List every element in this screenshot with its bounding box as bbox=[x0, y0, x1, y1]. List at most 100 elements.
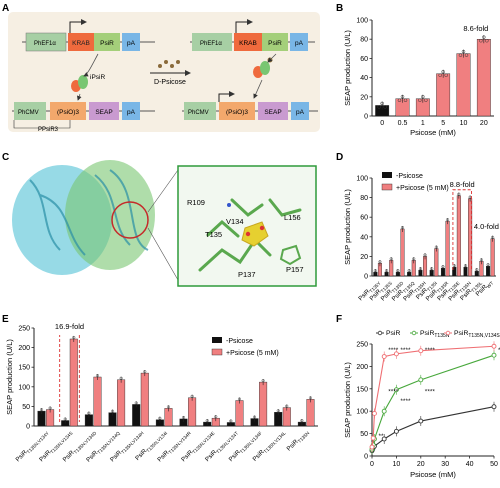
replicate-point bbox=[452, 264, 456, 268]
data-point bbox=[381, 408, 387, 414]
significance-stars: **** bbox=[388, 347, 399, 354]
residue-t135: T135 bbox=[205, 230, 222, 239]
x-tick-label: 10 bbox=[393, 461, 401, 468]
x-axis-label: Psicose (mM) bbox=[410, 470, 456, 479]
residue-r109: R109 bbox=[187, 198, 205, 207]
y-tick-label: 200 bbox=[356, 364, 368, 371]
bar bbox=[490, 238, 495, 277]
residue-v134: V134 bbox=[226, 217, 244, 226]
bar bbox=[436, 73, 451, 117]
psir-label: PsiR bbox=[268, 40, 282, 47]
replicate-point bbox=[48, 406, 52, 410]
replicate-point bbox=[383, 105, 387, 109]
y-axis-label: SEAP production (U/L) bbox=[343, 189, 352, 265]
y-tick-label: 20 bbox=[360, 254, 368, 261]
y-tick-label: 250 bbox=[18, 326, 30, 333]
bar bbox=[117, 379, 126, 427]
replicate-point bbox=[229, 419, 233, 423]
construct-repressor-left: PhEF1α KRAB PsiR pA bbox=[22, 19, 155, 52]
panel-label-f: F bbox=[336, 314, 342, 325]
replicate-point bbox=[87, 411, 91, 415]
ipsir-protein-right bbox=[253, 53, 277, 99]
y-tick-label: 80 bbox=[360, 195, 368, 202]
protein-ribbon-overview bbox=[12, 160, 179, 281]
y-tick-label: 100 bbox=[356, 409, 368, 416]
promoter-hcmv-label: PhCMV bbox=[18, 110, 39, 116]
panel-e-chart: E 0 50 100 150 200 250 SEAP production (U/L) Ps… bbox=[2, 314, 318, 464]
y-tick-label: 150 bbox=[356, 386, 368, 393]
data-point bbox=[491, 352, 497, 358]
x-tick-label: 0 bbox=[370, 461, 374, 468]
replicate-point bbox=[407, 269, 411, 273]
y-axis-label: SEAP production (U/L) bbox=[343, 362, 352, 438]
panel-label-d: D bbox=[336, 152, 343, 163]
y-tick-label: 20 bbox=[360, 94, 368, 101]
data-point bbox=[381, 354, 387, 359]
y-tick-label: 60 bbox=[360, 56, 368, 63]
replicate-point bbox=[396, 269, 400, 273]
replicate-point bbox=[300, 419, 304, 423]
d-psicose-molecules: D-Psicose bbox=[150, 60, 191, 86]
residue-p137: P137 bbox=[238, 270, 256, 279]
y-tick-label: 50 bbox=[360, 431, 368, 438]
replicate-point bbox=[111, 409, 115, 413]
significance-stars: **** bbox=[425, 347, 436, 354]
x-tick-label: 50 bbox=[490, 461, 498, 468]
binding-site-circle bbox=[111, 201, 149, 239]
panel-f-chart: F 0 50 100 150 200 250 SEAP production (U/L) 0 1… bbox=[336, 314, 500, 479]
x-tick-label: 20 bbox=[480, 120, 488, 127]
construct-repressor-right: PhEF1α KRAB PsiR pA bbox=[190, 19, 315, 51]
x-tick-label: 40 bbox=[466, 461, 474, 468]
replicate-point bbox=[441, 265, 445, 269]
seap-label: SEAP bbox=[264, 109, 281, 116]
bar bbox=[235, 400, 244, 427]
replicate-point bbox=[134, 401, 138, 405]
replicate-point bbox=[214, 415, 218, 419]
data-point bbox=[393, 387, 399, 393]
x-tick-label: 0.5 bbox=[398, 120, 408, 127]
replicate-point bbox=[400, 225, 404, 229]
replicate-point bbox=[276, 409, 280, 413]
bar bbox=[456, 53, 471, 117]
data-point bbox=[418, 348, 424, 354]
replicate-point bbox=[308, 396, 312, 400]
x-tick-label: 0 bbox=[380, 120, 384, 127]
psio3-label: (PsiO)3 bbox=[226, 109, 248, 116]
panel-label-a: A bbox=[2, 3, 9, 14]
bar bbox=[445, 220, 450, 277]
panel-label-b: B bbox=[336, 3, 343, 14]
significance-stars: **** bbox=[388, 388, 399, 395]
legend-marker bbox=[445, 330, 451, 336]
y-tick-label: 100 bbox=[18, 384, 30, 391]
fold-change-annotation: 8.6-fold bbox=[463, 24, 488, 33]
replicate-point bbox=[143, 370, 147, 374]
replicate-point bbox=[444, 73, 448, 78]
replicate-point bbox=[182, 415, 186, 419]
x-tick-label: PsiRWT bbox=[474, 278, 494, 298]
highlight-bracket bbox=[59, 335, 80, 422]
d-psicose-label: D-Psicose bbox=[154, 79, 186, 86]
replicate-point bbox=[205, 419, 209, 423]
replicate-point bbox=[438, 73, 442, 78]
replicate-point bbox=[424, 98, 428, 102]
y-tick-label: 0 bbox=[364, 114, 368, 121]
x-tick-label: PsiRT135N bbox=[286, 428, 311, 453]
bar bbox=[259, 381, 268, 427]
replicate-point bbox=[430, 267, 434, 271]
replicate-point bbox=[446, 218, 450, 222]
significance-stars: **** bbox=[498, 347, 500, 354]
replicate-point bbox=[479, 38, 483, 43]
replicate-point bbox=[412, 257, 416, 261]
krab-label: KRAB bbox=[72, 40, 90, 47]
ipsir-label: iPsiR bbox=[90, 74, 105, 81]
bar bbox=[476, 39, 491, 117]
y-tick-label: 60 bbox=[360, 215, 368, 222]
y-axis-label: SEAP production (U/L) bbox=[5, 339, 14, 415]
y-tick-label: 200 bbox=[18, 345, 30, 352]
legend-marker bbox=[377, 330, 383, 336]
legend-label: +Psicose (5 mM) bbox=[396, 185, 449, 192]
y-tick-label: 0 bbox=[364, 454, 368, 461]
bar bbox=[400, 228, 405, 277]
y-tick-label: 0 bbox=[26, 424, 30, 431]
